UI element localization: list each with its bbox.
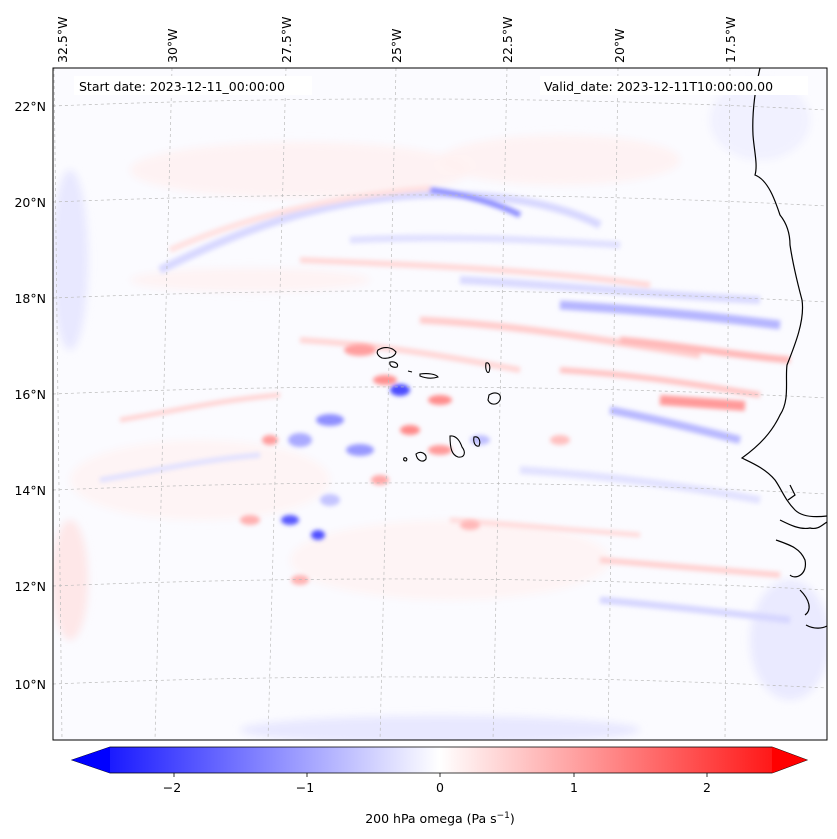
- lat-label: 14°N: [14, 483, 46, 498]
- cape-verde-islands: [376, 347, 501, 462]
- colorbar-label-superscript: −1: [497, 811, 510, 821]
- map-frame: [52, 67, 828, 741]
- colorbar-max-extend: [772, 747, 807, 773]
- colorbar-tick-marks: [173, 773, 708, 777]
- lon-label: 30°W: [165, 28, 180, 63]
- valid-date-box: Valid_date: 2023-12-11T10:00:00.00: [540, 76, 808, 95]
- omega-field: [53, 68, 827, 740]
- colorbar: −2 −1 0 1 2 200 hPa omega (Pa s−1): [70, 746, 809, 826]
- start-date-text: Start date: 2023-12-11_00:00:00: [79, 79, 285, 94]
- start-date-background: [74, 76, 312, 95]
- field-broad-patterns: [53, 80, 827, 740]
- lon-label: 25°W: [389, 28, 404, 63]
- colorbar-label-main: 200 hPa omega (Pa s: [365, 811, 496, 826]
- fogo-island: [415, 451, 427, 462]
- latitude-labels: 22°N 20°N 18°N 16°N 14°N 12°N 10°N: [14, 99, 46, 692]
- brava-island: [403, 457, 408, 462]
- coastline: [740, 68, 827, 629]
- lat-label: 22°N: [14, 99, 46, 114]
- colorbar-min-extend: [72, 747, 110, 773]
- colorbar-tick-label: −1: [296, 780, 314, 795]
- lat-label: 16°N: [14, 387, 46, 402]
- valid-date-text: Valid_date: 2023-12-11T10:00:00.00: [544, 79, 773, 94]
- santo-antao-island: [376, 347, 397, 359]
- longitude-labels: 32.5°W 30°W 27.5°W 25°W 22.5°W 20°W 17.5…: [55, 17, 738, 63]
- start-date-box: Start date: 2023-12-11_00:00:00: [74, 76, 312, 95]
- lon-label: 27.5°W: [279, 17, 294, 63]
- lat-label: 20°N: [14, 195, 46, 210]
- sao-nicolau-island: [419, 373, 439, 379]
- lon-label: 20°W: [612, 28, 627, 63]
- africa-coastline: [740, 68, 827, 518]
- sao-vicente-island: [389, 361, 399, 368]
- colorbar-tick-labels: −2 −1 0 1 2: [163, 780, 711, 795]
- lon-label: 32.5°W: [55, 17, 70, 63]
- colorbar-tick-label: 1: [570, 780, 578, 795]
- lat-label: 10°N: [14, 677, 46, 692]
- colorbar-label: 200 hPa omega (Pa s−1): [365, 811, 515, 826]
- lat-label: 12°N: [14, 579, 46, 594]
- colorbar-bar: [70, 746, 809, 774]
- boa-vista-island: [487, 392, 501, 405]
- lat-label: 18°N: [14, 291, 46, 306]
- colorbar-label-end: ): [510, 811, 515, 826]
- graticule: [53, 68, 827, 740]
- maio-island: [473, 436, 481, 447]
- lon-label: 22.5°W: [500, 17, 515, 63]
- colorbar-tick-label: −2: [163, 780, 181, 795]
- santa-luzia-island: [407, 370, 413, 373]
- colorbar-tick-label: 0: [436, 780, 444, 795]
- field-convective-cells: [240, 344, 570, 585]
- lon-label: 17.5°W: [723, 17, 738, 63]
- valid-date-background: [540, 76, 808, 95]
- santiago-island: [449, 435, 465, 458]
- sal-island: [485, 362, 491, 373]
- colorbar-tick-label: 2: [703, 780, 711, 795]
